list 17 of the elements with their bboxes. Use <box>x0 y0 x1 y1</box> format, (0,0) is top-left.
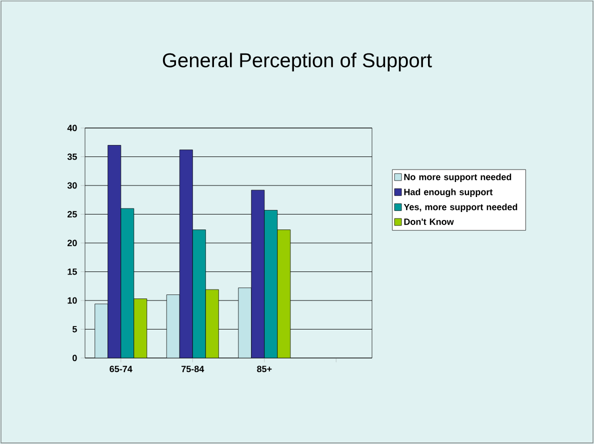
x-tick-label: 65-74 <box>110 366 132 372</box>
y-tick-label: 25 <box>68 211 77 218</box>
y-tick-label: 5 <box>72 326 77 332</box>
y-tick-label: 0 <box>72 354 77 362</box>
legend-label: Had enough support <box>404 188 493 198</box>
legend-label: Don't Know <box>404 218 454 225</box>
y-tick-label: 20 <box>68 240 77 246</box>
chart-title: General Perception of Support <box>162 52 432 72</box>
legend-label: Yes, more support needed <box>404 204 518 212</box>
y-tick-label: 40 <box>67 124 77 132</box>
y-tick-label: 35 <box>67 154 77 160</box>
x-tick-label: 85+ <box>257 366 272 372</box>
legend-label: No more support needed <box>404 174 512 182</box>
y-tick-label: 10 <box>68 297 77 304</box>
x-tick-label: 75-84 <box>182 366 204 372</box>
y-tick-label: 30 <box>67 182 77 189</box>
y-tick-label: 15 <box>68 268 77 275</box>
